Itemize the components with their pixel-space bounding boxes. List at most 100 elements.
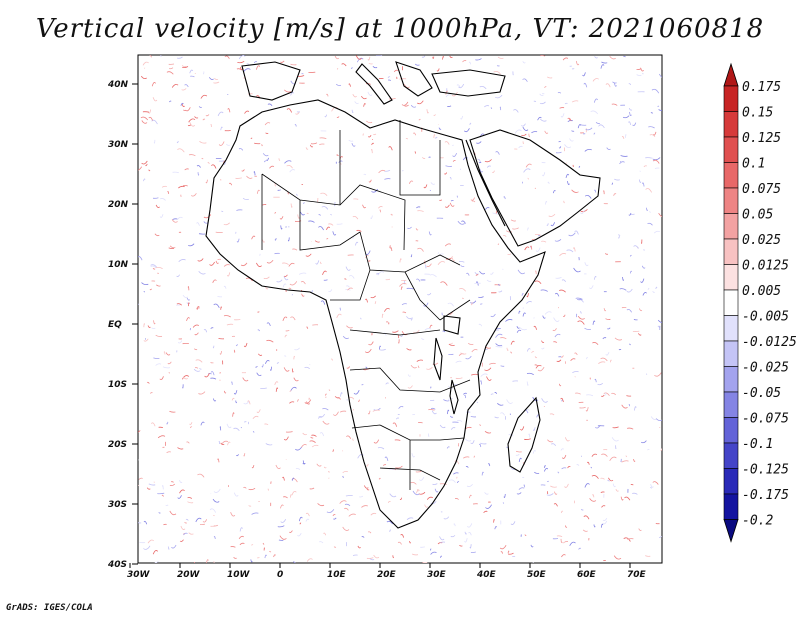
velocity-contour [361,505,368,508]
velocity-contour [208,373,212,375]
velocity-contour [351,109,354,113]
velocity-contour [182,376,189,380]
velocity-contour [586,357,588,360]
velocity-contour [232,412,235,417]
velocity-contour [189,122,196,127]
velocity-contour [479,424,482,426]
velocity-contour [246,63,250,65]
velocity-contour [452,152,457,157]
velocity-contour [184,84,189,88]
velocity-contour [498,290,503,293]
velocity-contour [499,545,507,550]
velocity-contour [166,451,171,454]
velocity-contour [401,303,407,306]
velocity-contour [608,477,614,482]
velocity-contour [574,376,576,378]
velocity-contour [406,348,412,351]
velocity-contour [543,465,546,468]
velocity-contour [490,393,494,396]
colorbar-segment [723,187,739,214]
velocity-contour [150,264,157,268]
lat-tick-label: 10N [108,260,129,270]
velocity-contour [198,271,206,275]
velocity-contour [556,359,562,362]
velocity-contour [281,262,289,265]
velocity-contour [398,339,400,344]
velocity-contour [284,89,292,93]
velocity-contour [425,264,427,269]
velocity-contour [250,559,253,563]
colorbar-segment [723,468,739,495]
velocity-contour [489,362,496,365]
velocity-contour [493,519,495,523]
velocity-contour [218,141,225,146]
velocity-contour [507,552,514,555]
colorbar-segment [723,111,739,138]
velocity-contour [451,257,455,262]
velocity-contour [479,168,483,173]
velocity-contour [503,196,506,200]
velocity-contour [171,544,177,549]
velocity-contour [283,274,288,277]
velocity-contour [537,366,545,372]
velocity-contour [385,278,391,281]
velocity-contour [477,158,481,163]
velocity-contour [438,127,442,130]
velocity-contour [648,126,655,129]
velocity-contour [432,362,439,365]
velocity-contour [233,390,238,395]
velocity-contour [361,383,364,386]
lat-tick-label: 40N [107,80,129,90]
velocity-contour [295,446,303,451]
velocity-contour [348,513,356,517]
velocity-contour [493,71,501,75]
lon-tick-label: 10W [227,570,251,580]
velocity-contour [655,286,658,289]
velocity-contour [217,258,221,261]
velocity-contour [336,68,339,70]
velocity-contour [610,359,612,363]
lat-tick-label: 40S [107,560,127,570]
velocity-contour [344,507,349,511]
velocity-contour [470,300,477,304]
velocity-contour [177,340,183,344]
velocity-contour [182,294,188,298]
velocity-contour [189,426,193,429]
velocity-contour [240,66,243,71]
velocity-contour [634,406,637,411]
velocity-contour [485,504,492,509]
velocity-contour [544,130,549,134]
velocity-contour [573,267,581,273]
velocity-contour [534,356,538,359]
velocity-contour [591,453,598,457]
velocity-contour [349,275,355,279]
velocity-contour [439,253,444,255]
velocity-contour [462,157,468,161]
velocity-contour [188,532,194,535]
velocity-contour [330,214,333,216]
velocity-contour [506,347,509,351]
colorbar: 0.175 0.15 0.125 0.1 0.075 0.05 0.025 0.0125 0.0… [723,62,797,543]
velocity-contour [426,496,434,500]
velocity-contour [553,503,558,507]
velocity-contour [169,100,172,103]
velocity-contour [378,477,381,480]
velocity-contour [546,480,549,483]
velocity-contour [439,536,445,541]
velocity-contour [574,352,578,356]
velocity-contour [235,344,238,347]
velocity-contour [170,481,174,483]
velocity-contour [257,329,260,332]
velocity-contour [411,553,419,556]
velocity-contour [512,227,519,230]
velocity-contour [169,245,176,249]
velocity-contour [240,262,248,267]
velocity-contour [473,455,476,458]
velocity-contour [645,555,651,557]
velocity-contour [457,419,463,422]
velocity-contour [532,450,537,454]
velocity-contour [317,503,325,507]
velocity-contour [210,327,214,329]
velocity-contour [650,111,654,114]
velocity-contour [330,358,333,361]
